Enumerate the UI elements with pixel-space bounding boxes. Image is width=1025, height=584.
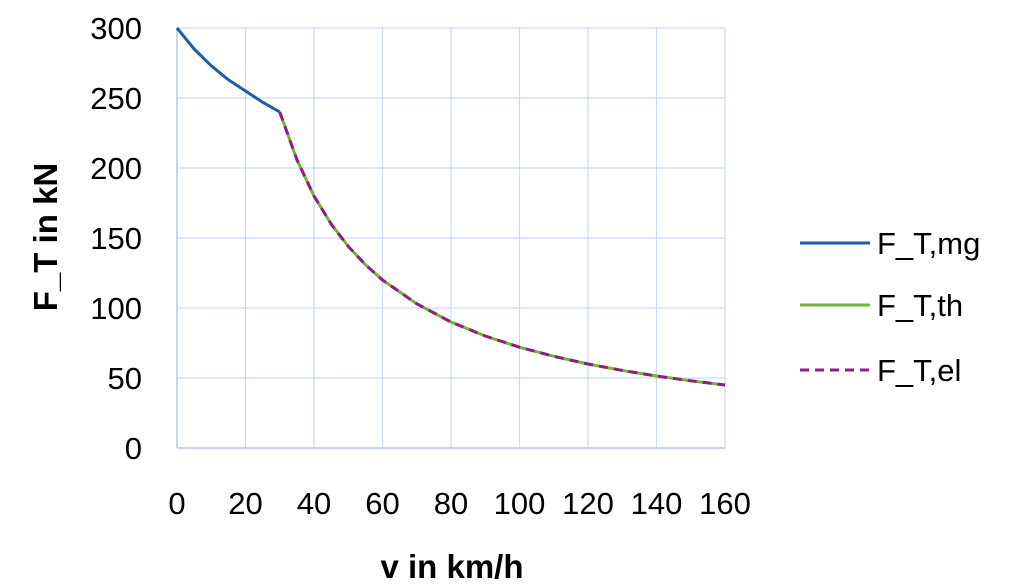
x-tick-label: 80 xyxy=(434,486,468,521)
x-tick-label: 60 xyxy=(365,486,399,521)
x-tick-label: 20 xyxy=(228,486,262,521)
y-axis-title: F_T in kN xyxy=(27,163,64,312)
y-axis-ticks: 0 50 100 150 200 250 300 xyxy=(90,11,142,466)
y-tick-label: 300 xyxy=(90,11,142,46)
x-axis-title: v in km/h xyxy=(380,548,523,579)
series-line-1 xyxy=(175,27,281,114)
x-tick-label: 160 xyxy=(699,486,751,521)
y-tick-label: 100 xyxy=(90,291,142,326)
legend-label: F_T,mg xyxy=(877,226,980,261)
legend-label: F_T,th xyxy=(877,288,963,323)
series-line-2 xyxy=(278,111,726,387)
plot-series xyxy=(175,27,726,387)
x-tick-label: 40 xyxy=(297,486,331,521)
y-tick-label: 50 xyxy=(108,361,142,396)
legend: F_T,mg F_T,th F_T,el xyxy=(800,226,980,388)
x-tick-label: 100 xyxy=(494,486,546,521)
y-tick-label: 150 xyxy=(90,221,142,256)
series-line-3 xyxy=(278,111,726,387)
grid xyxy=(176,27,726,449)
y-tick-label: 0 xyxy=(125,431,142,466)
x-axis-ticks: 0 20 40 60 80 100 120 140 160 xyxy=(168,486,750,521)
x-tick-label: 0 xyxy=(168,486,185,521)
x-tick-label: 140 xyxy=(631,486,683,521)
x-tick-label: 120 xyxy=(562,486,614,521)
y-tick-label: 250 xyxy=(90,81,142,116)
y-tick-label: 200 xyxy=(90,151,142,186)
legend-label: F_T,el xyxy=(877,353,961,388)
